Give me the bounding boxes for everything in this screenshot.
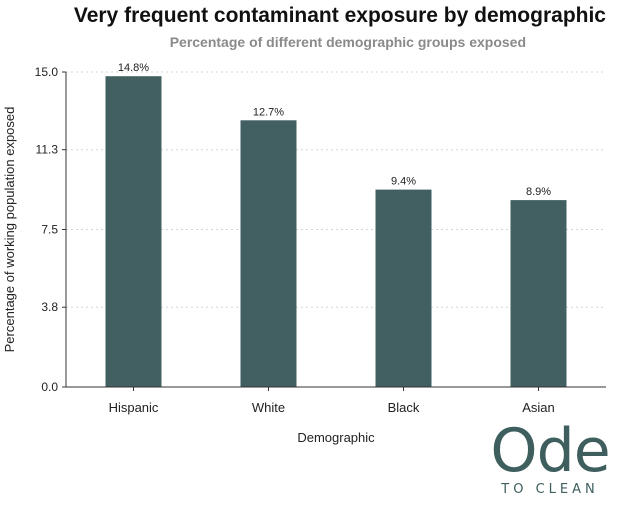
data-label-asian: 8.9% bbox=[526, 186, 551, 198]
x-tick-label-white: White bbox=[252, 400, 285, 415]
bar-hispanic bbox=[105, 76, 162, 387]
chart-subtitle: Percentage of different demographic grou… bbox=[169, 34, 526, 50]
logo-wordmark: Ode bbox=[490, 416, 610, 486]
chart-title: Very frequent contaminant exposure by de… bbox=[73, 4, 606, 27]
y-tick-label: 0.0 bbox=[41, 380, 58, 394]
logo-tagline: TO CLEAN bbox=[501, 482, 599, 497]
data-label-hispanic: 14.8% bbox=[118, 62, 149, 74]
data-labels: 14.8% 12.7% 9.4% 8.9% bbox=[118, 62, 551, 198]
bars bbox=[105, 76, 567, 388]
data-label-white: 12.7% bbox=[253, 106, 284, 118]
bar-black bbox=[375, 189, 432, 387]
y-tick-label: 3.8 bbox=[41, 300, 58, 314]
x-axis-categories: Hispanic White Black Asian bbox=[109, 387, 555, 415]
y-tick-label: 11.3 bbox=[36, 143, 59, 157]
x-tick-label-asian: Asian bbox=[522, 400, 555, 415]
bar-asian bbox=[510, 200, 567, 387]
y-tick-label: 7.5 bbox=[41, 223, 58, 237]
bar-white bbox=[240, 120, 297, 388]
y-axis-ticks: 0.0 3.8 7.5 11.3 15.0 bbox=[35, 65, 66, 394]
data-label-black: 9.4% bbox=[391, 176, 416, 188]
x-tick-label-hispanic: Hispanic bbox=[109, 400, 159, 415]
x-axis-title: Demographic bbox=[297, 430, 375, 445]
y-axis-title: Percentage of working population exposed bbox=[2, 107, 17, 353]
brand-logo: Ode TO CLEAN bbox=[480, 420, 620, 497]
x-tick-label-black: Black bbox=[388, 400, 420, 415]
y-tick-label: 15.0 bbox=[35, 65, 59, 79]
